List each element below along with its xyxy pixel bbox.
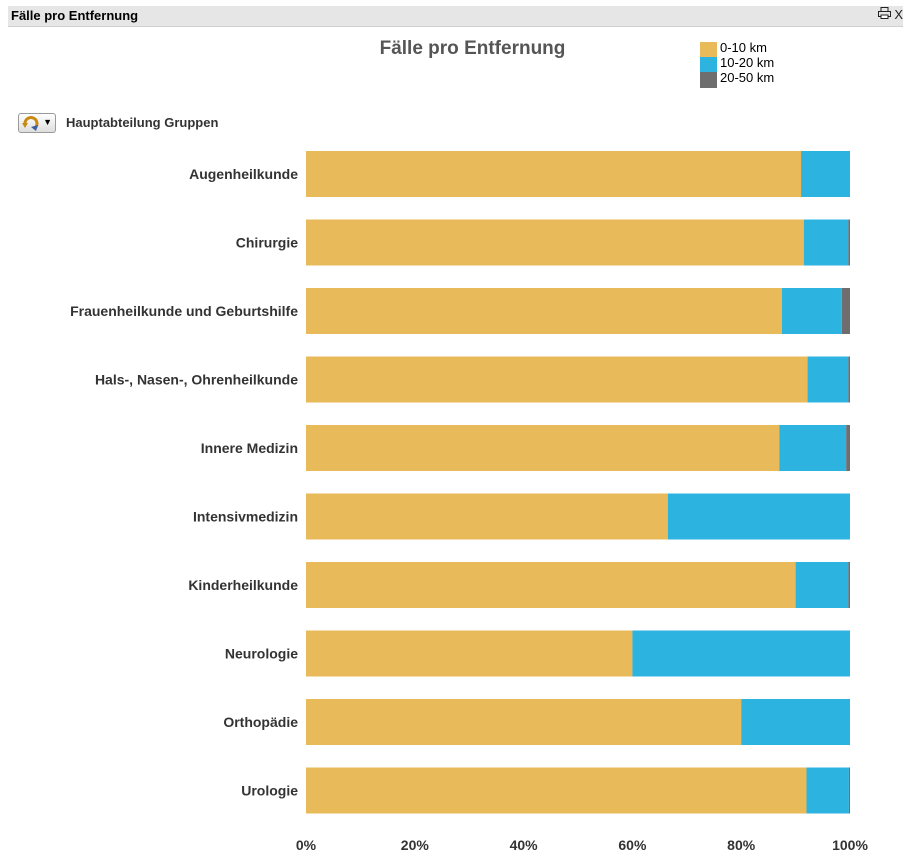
legend-swatch-10-20 [700,57,717,73]
bar-segment[interactable] [306,356,808,403]
bar-segment[interactable] [848,219,850,266]
cycle-group-button[interactable]: ▼ [18,113,56,133]
bar-segment[interactable] [841,288,850,334]
category-label: Urologie [241,783,298,799]
x-tick-label: 0% [296,837,317,851]
x-tick-label: 80% [727,837,756,851]
bar-segment[interactable] [306,767,807,814]
category-label: Orthopädie [223,714,298,730]
bar-segment[interactable] [306,630,633,677]
legend-swatch-20-50 [700,72,717,88]
bar-segment[interactable] [306,288,782,334]
legend-label-10-20: 10-20 km [720,55,775,70]
category-label: Chirurgie [236,235,298,251]
bar-segment[interactable] [306,699,742,745]
x-tick-label: 60% [618,837,647,851]
bar-segment[interactable] [306,493,668,540]
bar-segment[interactable] [306,562,796,608]
bar-segment[interactable] [806,767,849,814]
x-tick-label: 100% [832,837,868,851]
bar-segment[interactable] [306,151,802,197]
category-label: Intensivmedizin [193,509,298,525]
legend-label-0-10: 0-10 km [720,40,767,55]
legend-item-20-50[interactable]: 20-50 km [700,70,775,88]
window-title: Fälle pro Entfernung [11,8,139,23]
legend-label-20-50: 20-50 km [720,70,775,85]
category-label: Kinderheilkunde [188,577,298,593]
bar-segment[interactable] [846,425,850,471]
chevron-down-icon: ▼ [43,117,52,127]
cycle-group-icon [22,116,39,131]
bar-segment[interactable] [848,356,850,403]
chart-legend: 0-10 km 10-20 km 20-50 km [700,40,775,88]
bar-segment[interactable] [667,493,850,540]
bar-segment[interactable] [803,219,849,266]
x-tick-label: 40% [510,837,539,851]
bar-segment[interactable] [782,288,842,334]
bar-segment[interactable] [848,767,850,814]
legend-item-0-10[interactable]: 0-10 km [700,40,774,58]
category-label: Innere Medizin [201,440,298,456]
bar-segment[interactable] [779,425,847,471]
bar-segment[interactable] [632,630,850,677]
printer-icon[interactable] [878,7,892,22]
bar-segment[interactable] [848,562,850,608]
bar-segment[interactable] [801,151,850,197]
category-label: Frauenheilkunde und Geburtshilfe [70,303,298,319]
bar-segment[interactable] [795,562,849,608]
category-label: Hals-, Nasen-, Ohrenheilkunde [95,372,298,388]
bar-segment[interactable] [306,425,780,471]
window-titlebar: Fälle pro Entfernung X [8,6,903,27]
bar-segment[interactable] [306,219,804,266]
category-label: Augenheilkunde [189,166,298,182]
x-tick-label: 20% [401,837,430,851]
bar-segment[interactable] [741,699,850,745]
dimension-label: Hauptabteilung Gruppen [66,115,219,130]
bar-segment[interactable] [807,356,849,403]
legend-item-10-20[interactable]: 10-20 km [700,55,775,73]
legend-swatch-0-10 [700,42,717,58]
close-button[interactable]: X [894,7,903,22]
category-label: Neurologie [225,646,298,662]
chart-title: Fälle pro Entfernung [379,38,566,59]
